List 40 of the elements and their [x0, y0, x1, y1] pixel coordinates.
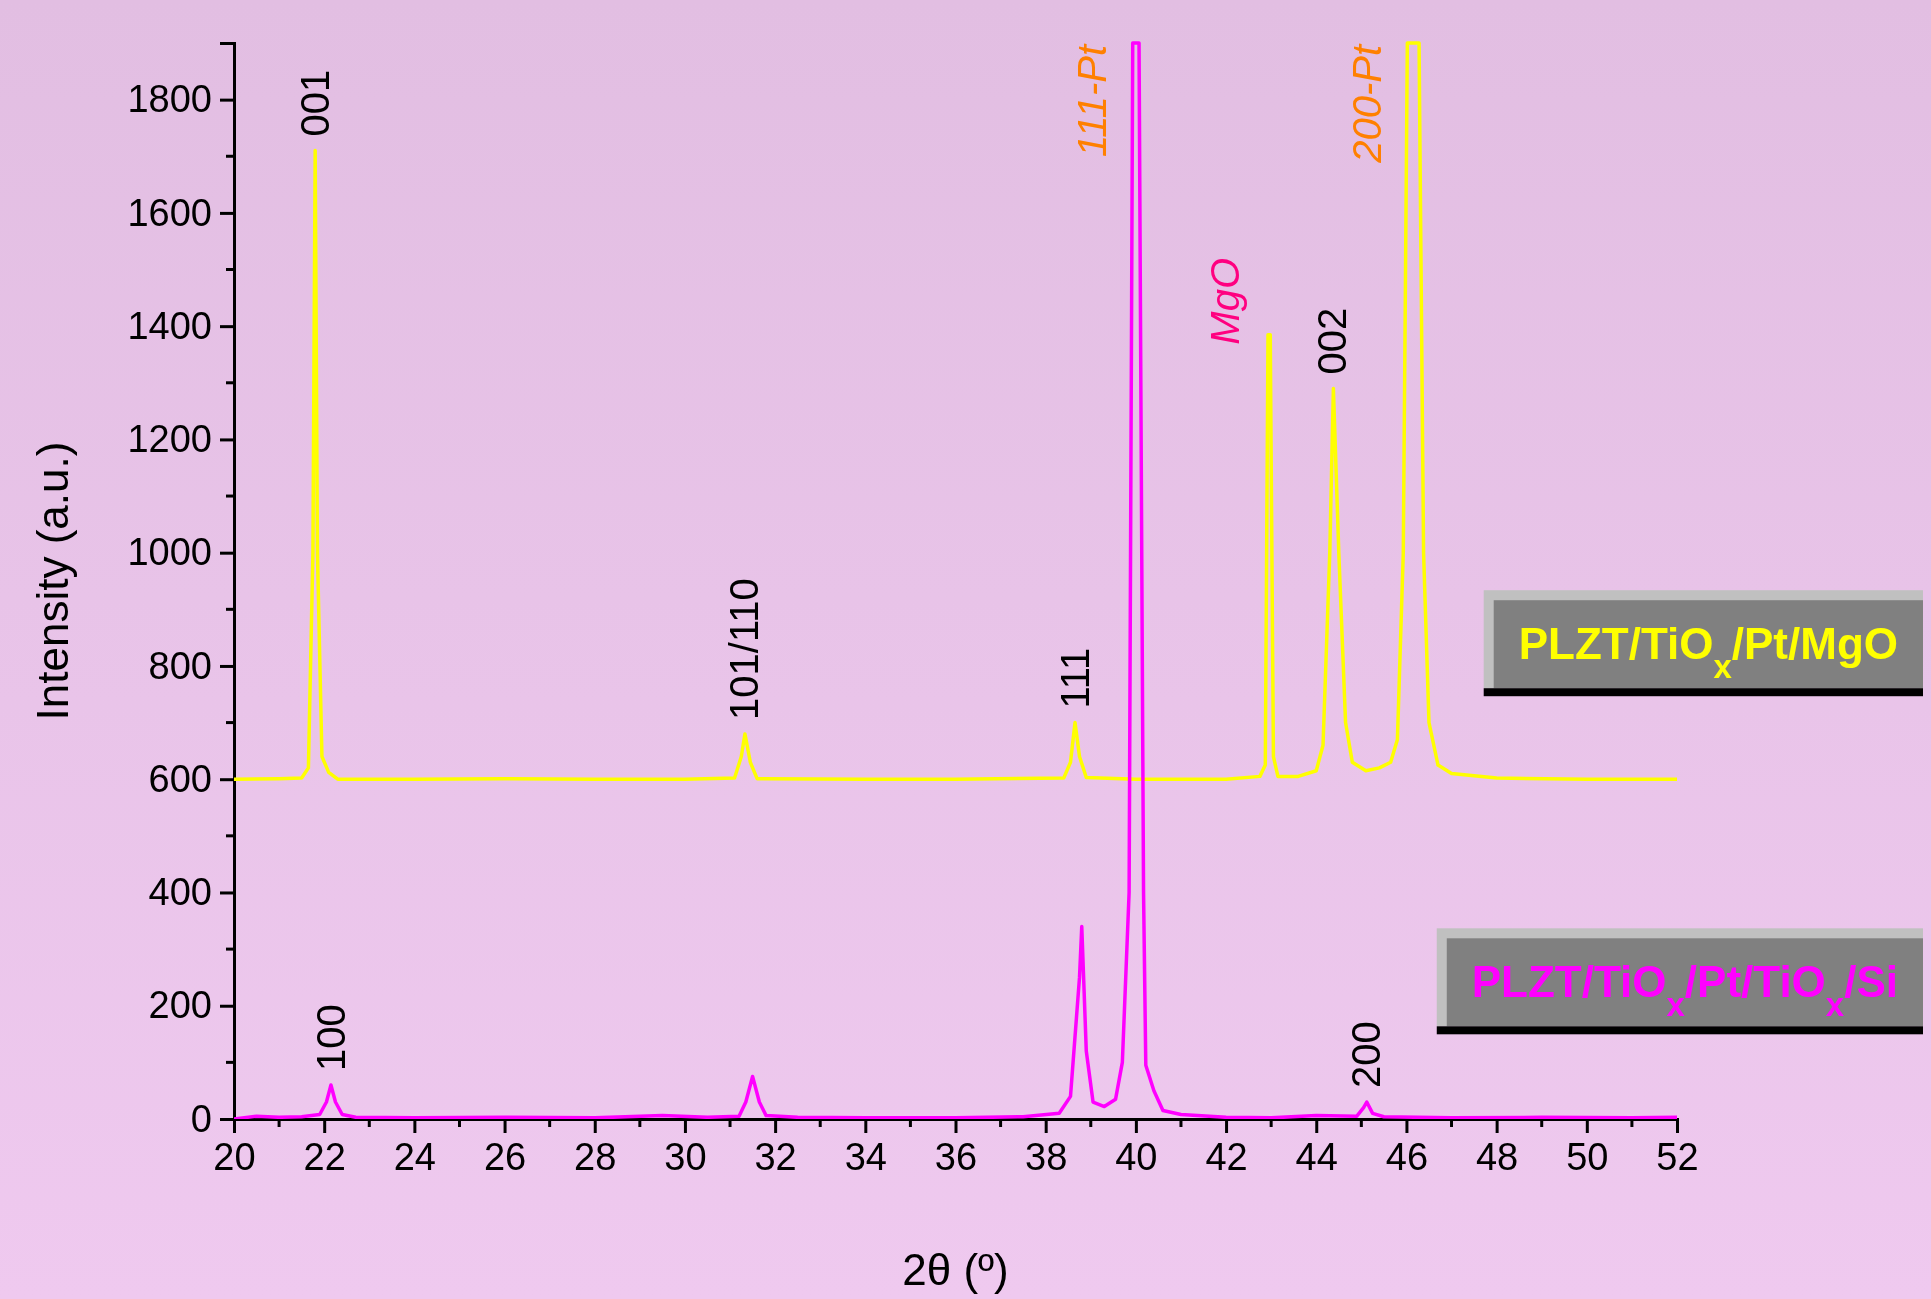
annotation: 101/110: [721, 578, 766, 720]
x-tick-label: 20: [213, 1135, 256, 1178]
text: PLZT/TiO$_{x}$/Pt/MgO: [1518, 619, 1898, 685]
y-tick-label: 400: [148, 871, 212, 914]
y-tick-label: 1000: [127, 531, 212, 574]
x-tick-label: 48: [1475, 1135, 1519, 1178]
annotation: 111: [1053, 647, 1097, 709]
x-tick-label: 42: [1205, 1135, 1248, 1178]
x-tick-label: 40: [1115, 1135, 1158, 1178]
y-tick-label: 1200: [127, 418, 212, 461]
x-tick-label: 34: [844, 1135, 887, 1178]
x-axis-title: 2θ (º): [902, 1245, 1009, 1294]
x-tick-label: 46: [1385, 1135, 1429, 1178]
y-tick-label: 0: [190, 1097, 212, 1140]
annotation: 200-Pt: [1344, 43, 1389, 164]
annotation: 100: [308, 1004, 353, 1072]
y-axis-title: Intensity (a.u.): [28, 441, 77, 721]
x-tick-label: 28: [574, 1135, 617, 1178]
x-tick-label: 26: [483, 1135, 527, 1178]
annotation: 200: [1343, 1021, 1388, 1089]
y-tick-label: 1400: [127, 304, 212, 347]
text: PLZT/TiO$_{x}$/Pt/TiO$_{x}$/Si: [1471, 957, 1898, 1023]
y-tick-label: 200: [148, 984, 212, 1027]
x-tick-label: 22: [303, 1135, 346, 1178]
x-tick-label: 44: [1295, 1135, 1338, 1178]
y-tick-label: 600: [148, 757, 212, 800]
annotation: 002: [1310, 307, 1355, 375]
x-tick-label: 36: [934, 1135, 978, 1178]
annotation: MgO: [1202, 257, 1247, 345]
annotation: 001: [293, 69, 338, 137]
x-tick-label: 32: [754, 1135, 797, 1178]
x-tick-label: 38: [1025, 1135, 1068, 1178]
y-tick-label: 1800: [127, 78, 212, 121]
annotation: 111-Pt: [1069, 43, 1114, 157]
y-tick-label: 800: [148, 644, 212, 687]
x-tick-label: 24: [393, 1135, 437, 1178]
x-tick-label: 52: [1656, 1135, 1699, 1178]
y-tick-label: 1600: [127, 191, 212, 234]
x-tick-label: 30: [664, 1135, 707, 1178]
x-tick-label: 50: [1566, 1135, 1609, 1178]
